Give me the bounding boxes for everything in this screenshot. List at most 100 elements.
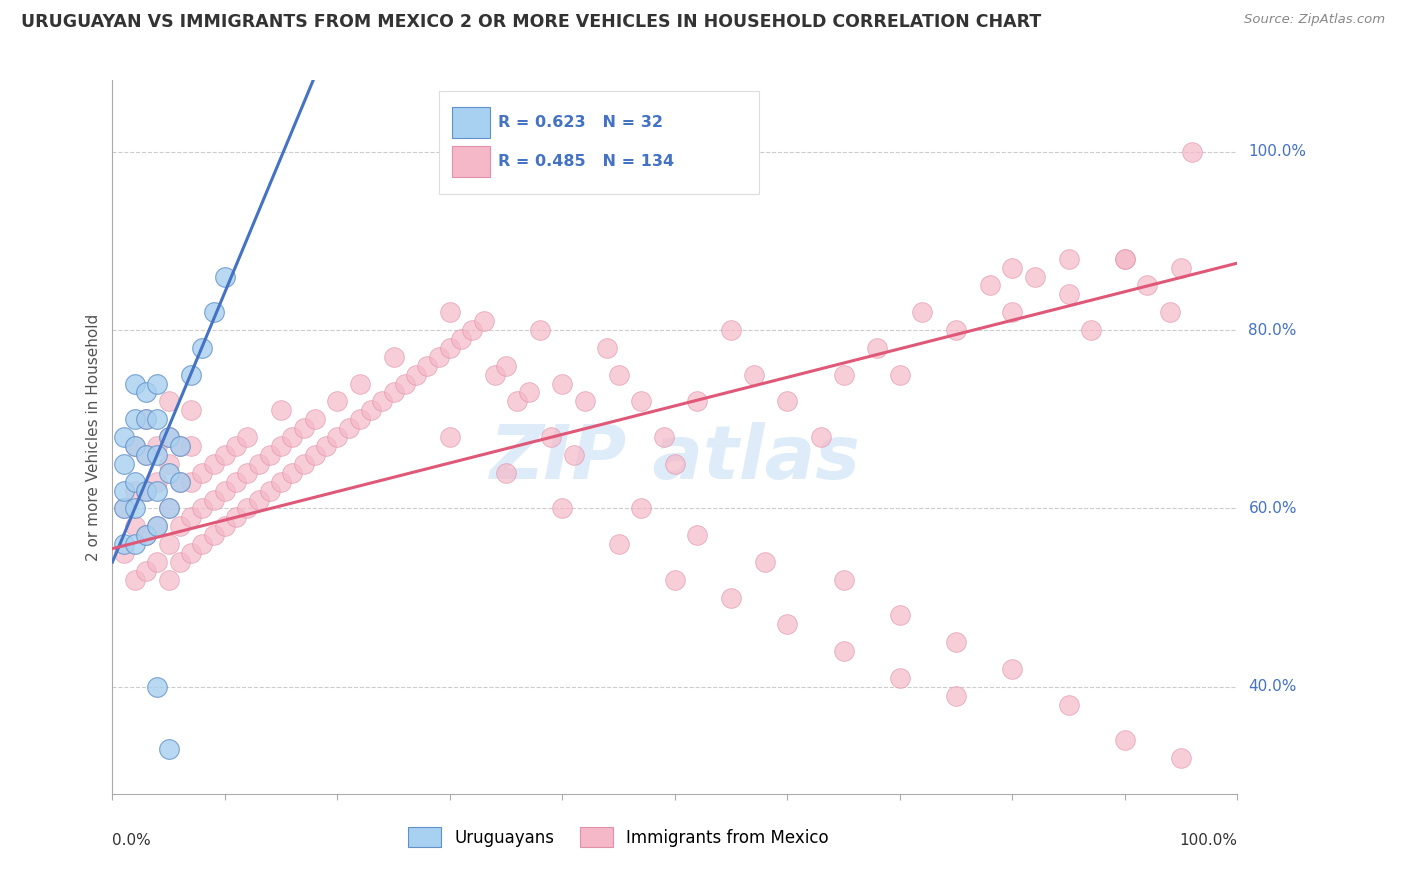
Point	[945, 323, 967, 337]
Point	[484, 368, 506, 382]
Point	[225, 475, 247, 489]
Point	[180, 546, 202, 560]
Point	[259, 448, 281, 462]
FancyBboxPatch shape	[439, 91, 759, 194]
Point	[135, 528, 157, 542]
Point	[146, 376, 169, 391]
Point	[157, 394, 180, 409]
Point	[405, 368, 427, 382]
Point	[450, 332, 472, 346]
Point	[1001, 260, 1024, 275]
Point	[1080, 323, 1102, 337]
Point	[945, 635, 967, 649]
Point	[439, 305, 461, 319]
Point	[191, 466, 214, 480]
Point	[911, 305, 934, 319]
Point	[742, 368, 765, 382]
Text: 100.0%: 100.0%	[1180, 833, 1237, 848]
Point	[214, 448, 236, 462]
Point	[247, 457, 270, 471]
Point	[247, 492, 270, 507]
Point	[630, 501, 652, 516]
Point	[607, 368, 630, 382]
Point	[1057, 698, 1080, 712]
Text: URUGUAYAN VS IMMIGRANTS FROM MEXICO 2 OR MORE VEHICLES IN HOUSEHOLD CORRELATION : URUGUAYAN VS IMMIGRANTS FROM MEXICO 2 OR…	[21, 13, 1042, 31]
Point	[180, 439, 202, 453]
Point	[1170, 260, 1192, 275]
Point	[202, 492, 225, 507]
Point	[180, 510, 202, 524]
Point	[1057, 287, 1080, 301]
Point	[124, 412, 146, 426]
Point	[1136, 278, 1159, 293]
Point	[214, 519, 236, 533]
Legend: Uruguayans, Immigrants from Mexico: Uruguayans, Immigrants from Mexico	[402, 821, 835, 854]
Point	[112, 546, 135, 560]
Point	[135, 412, 157, 426]
Point	[607, 537, 630, 551]
Point	[124, 439, 146, 453]
Point	[124, 519, 146, 533]
Point	[529, 323, 551, 337]
Point	[349, 412, 371, 426]
Point	[169, 555, 191, 569]
Point	[135, 528, 157, 542]
Point	[146, 439, 169, 453]
Point	[202, 305, 225, 319]
Point	[135, 483, 157, 498]
Point	[439, 430, 461, 444]
Point	[225, 510, 247, 524]
Point	[146, 555, 169, 569]
Point	[326, 430, 349, 444]
Point	[214, 269, 236, 284]
Point	[810, 430, 832, 444]
Point	[439, 341, 461, 355]
Point	[191, 537, 214, 551]
Point	[236, 466, 259, 480]
Text: R = 0.485   N = 134: R = 0.485 N = 134	[498, 154, 675, 169]
Point	[169, 439, 191, 453]
Text: R = 0.623   N = 32: R = 0.623 N = 32	[498, 115, 664, 130]
Point	[506, 394, 529, 409]
Point	[202, 528, 225, 542]
Y-axis label: 2 or more Vehicles in Household: 2 or more Vehicles in Household	[86, 313, 101, 561]
Point	[945, 689, 967, 703]
Point	[124, 573, 146, 587]
Point	[146, 680, 169, 694]
Point	[135, 385, 157, 400]
Point	[664, 573, 686, 587]
Point	[146, 448, 169, 462]
Point	[146, 519, 169, 533]
Point	[360, 403, 382, 417]
Point	[146, 412, 169, 426]
Point	[169, 475, 191, 489]
Point	[540, 430, 562, 444]
Point	[832, 644, 855, 658]
Point	[112, 537, 135, 551]
Point	[394, 376, 416, 391]
Point	[157, 537, 180, 551]
Point	[236, 501, 259, 516]
Point	[1114, 252, 1136, 266]
Point	[135, 448, 157, 462]
Point	[112, 501, 135, 516]
Point	[326, 394, 349, 409]
Text: Source: ZipAtlas.com: Source: ZipAtlas.com	[1244, 13, 1385, 27]
Point	[686, 528, 709, 542]
Point	[382, 385, 405, 400]
Text: 100.0%: 100.0%	[1249, 145, 1306, 159]
Point	[214, 483, 236, 498]
Point	[517, 385, 540, 400]
Point	[1114, 252, 1136, 266]
Point	[169, 475, 191, 489]
Point	[1024, 269, 1046, 284]
Point	[135, 483, 157, 498]
Point	[382, 350, 405, 364]
Point	[1159, 305, 1181, 319]
Point	[270, 475, 292, 489]
Point	[180, 403, 202, 417]
Text: ZIP atlas: ZIP atlas	[489, 422, 860, 495]
Point	[720, 591, 742, 605]
Point	[146, 475, 169, 489]
Point	[416, 359, 439, 373]
